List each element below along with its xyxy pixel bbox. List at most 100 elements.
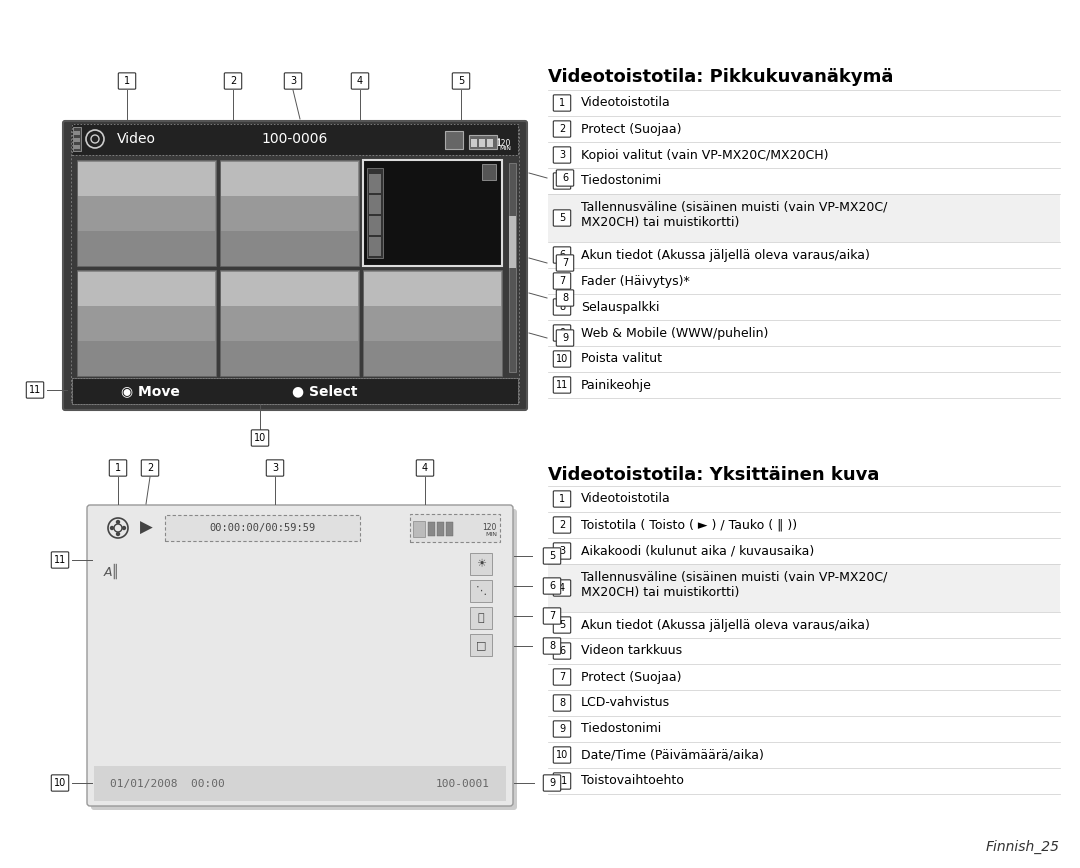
Bar bbox=[428, 522, 435, 536]
FancyBboxPatch shape bbox=[553, 121, 570, 137]
Text: 5: 5 bbox=[558, 620, 565, 630]
FancyBboxPatch shape bbox=[63, 121, 527, 410]
Text: 6: 6 bbox=[549, 581, 555, 591]
Text: Tallennusväline (sisäinen muisti (vain VP-MX20C/: Tallennusväline (sisäinen muisti (vain V… bbox=[581, 200, 888, 213]
Bar bbox=[72, 124, 518, 155]
Text: 8: 8 bbox=[559, 302, 565, 312]
FancyBboxPatch shape bbox=[553, 173, 570, 189]
Text: 1: 1 bbox=[114, 463, 121, 473]
Text: 11: 11 bbox=[54, 555, 66, 565]
Text: Videotoistotila: Pikkukuvanäkymä: Videotoistotila: Pikkukuvanäkymä bbox=[548, 68, 893, 86]
Bar bbox=[410, 514, 500, 542]
Bar bbox=[367, 168, 383, 258]
Bar bbox=[221, 306, 357, 341]
Bar bbox=[445, 131, 463, 149]
Text: 4: 4 bbox=[559, 176, 565, 186]
FancyBboxPatch shape bbox=[416, 460, 434, 477]
Text: 10: 10 bbox=[556, 354, 568, 364]
FancyBboxPatch shape bbox=[543, 548, 561, 564]
Bar bbox=[369, 216, 381, 235]
Text: Tiedostonimi: Tiedostonimi bbox=[581, 174, 661, 187]
Text: Poista valitut: Poista valitut bbox=[581, 352, 662, 365]
Bar bbox=[413, 521, 426, 537]
FancyBboxPatch shape bbox=[553, 617, 570, 633]
FancyBboxPatch shape bbox=[543, 638, 561, 654]
Text: MX20CH) tai muistikortti): MX20CH) tai muistikortti) bbox=[581, 216, 740, 229]
Bar bbox=[221, 272, 357, 306]
FancyBboxPatch shape bbox=[543, 775, 561, 791]
Text: 2: 2 bbox=[558, 124, 565, 134]
Text: 2: 2 bbox=[230, 76, 237, 86]
FancyBboxPatch shape bbox=[351, 73, 368, 89]
Text: MX20CH) tai muistikortti): MX20CH) tai muistikortti) bbox=[581, 586, 740, 599]
Bar bbox=[364, 306, 501, 341]
Bar bbox=[509, 163, 516, 372]
FancyBboxPatch shape bbox=[141, 460, 159, 477]
FancyBboxPatch shape bbox=[267, 460, 284, 477]
Bar bbox=[470, 607, 492, 629]
Text: MIN: MIN bbox=[485, 532, 497, 537]
Text: 9: 9 bbox=[559, 724, 565, 734]
Bar bbox=[369, 174, 381, 193]
Text: LCD-vahvistus: LCD-vahvistus bbox=[581, 696, 670, 709]
Text: Tiedostonimi: Tiedostonimi bbox=[581, 722, 661, 735]
Bar bbox=[75, 138, 80, 142]
FancyBboxPatch shape bbox=[553, 746, 570, 763]
Bar bbox=[72, 378, 518, 404]
FancyBboxPatch shape bbox=[553, 273, 570, 289]
Bar bbox=[72, 124, 518, 155]
Text: Protect (Suojaa): Protect (Suojaa) bbox=[581, 122, 681, 135]
Bar bbox=[221, 196, 357, 231]
Bar bbox=[78, 196, 215, 231]
FancyBboxPatch shape bbox=[556, 330, 573, 346]
Text: 11: 11 bbox=[29, 385, 41, 395]
Text: 100-0001: 100-0001 bbox=[436, 779, 490, 789]
FancyBboxPatch shape bbox=[91, 509, 517, 810]
FancyBboxPatch shape bbox=[225, 73, 242, 89]
Text: 3: 3 bbox=[289, 76, 296, 86]
Text: 7: 7 bbox=[558, 672, 565, 682]
Text: 3: 3 bbox=[559, 546, 565, 556]
Text: 6: 6 bbox=[559, 646, 565, 656]
Bar bbox=[78, 306, 215, 341]
Bar bbox=[165, 515, 360, 541]
Text: 9: 9 bbox=[559, 328, 565, 338]
FancyBboxPatch shape bbox=[553, 542, 570, 559]
Text: 3: 3 bbox=[559, 150, 565, 160]
FancyBboxPatch shape bbox=[109, 460, 126, 477]
Bar bbox=[72, 378, 518, 404]
Text: ☀: ☀ bbox=[476, 559, 486, 569]
Text: 11: 11 bbox=[556, 776, 568, 786]
FancyBboxPatch shape bbox=[284, 73, 301, 89]
Text: 10: 10 bbox=[54, 778, 66, 788]
Text: 6: 6 bbox=[559, 250, 565, 260]
Bar bbox=[78, 272, 215, 306]
Text: 7: 7 bbox=[549, 611, 555, 621]
Circle shape bbox=[117, 532, 120, 536]
Text: 7: 7 bbox=[558, 276, 565, 286]
Text: 5: 5 bbox=[549, 551, 555, 561]
Text: Akun tiedot (Akussa jäljellä oleva varaus/aika): Akun tiedot (Akussa jäljellä oleva varau… bbox=[581, 619, 869, 632]
FancyBboxPatch shape bbox=[52, 552, 69, 569]
Text: 11: 11 bbox=[556, 380, 568, 390]
Circle shape bbox=[117, 521, 120, 523]
Text: ● Select: ● Select bbox=[293, 384, 357, 398]
Text: ▶: ▶ bbox=[139, 519, 152, 537]
Text: ⋱: ⋱ bbox=[475, 586, 487, 596]
Bar bbox=[480, 139, 485, 147]
FancyBboxPatch shape bbox=[553, 95, 570, 111]
FancyBboxPatch shape bbox=[553, 773, 570, 789]
Bar bbox=[497, 138, 500, 146]
FancyBboxPatch shape bbox=[553, 299, 570, 315]
Bar bbox=[469, 135, 497, 149]
Bar bbox=[73, 127, 81, 151]
Bar bbox=[75, 145, 80, 149]
Bar bbox=[482, 164, 496, 180]
Text: Protect (Suojaa): Protect (Suojaa) bbox=[581, 670, 681, 683]
Text: 🔒: 🔒 bbox=[477, 613, 484, 623]
FancyBboxPatch shape bbox=[553, 669, 570, 685]
Text: Aikakoodi (kulunut aika / kuvausaika): Aikakoodi (kulunut aika / kuvausaika) bbox=[581, 544, 814, 557]
FancyBboxPatch shape bbox=[556, 170, 573, 186]
FancyBboxPatch shape bbox=[453, 73, 470, 89]
Text: Videotoistotila: Videotoistotila bbox=[581, 96, 671, 109]
